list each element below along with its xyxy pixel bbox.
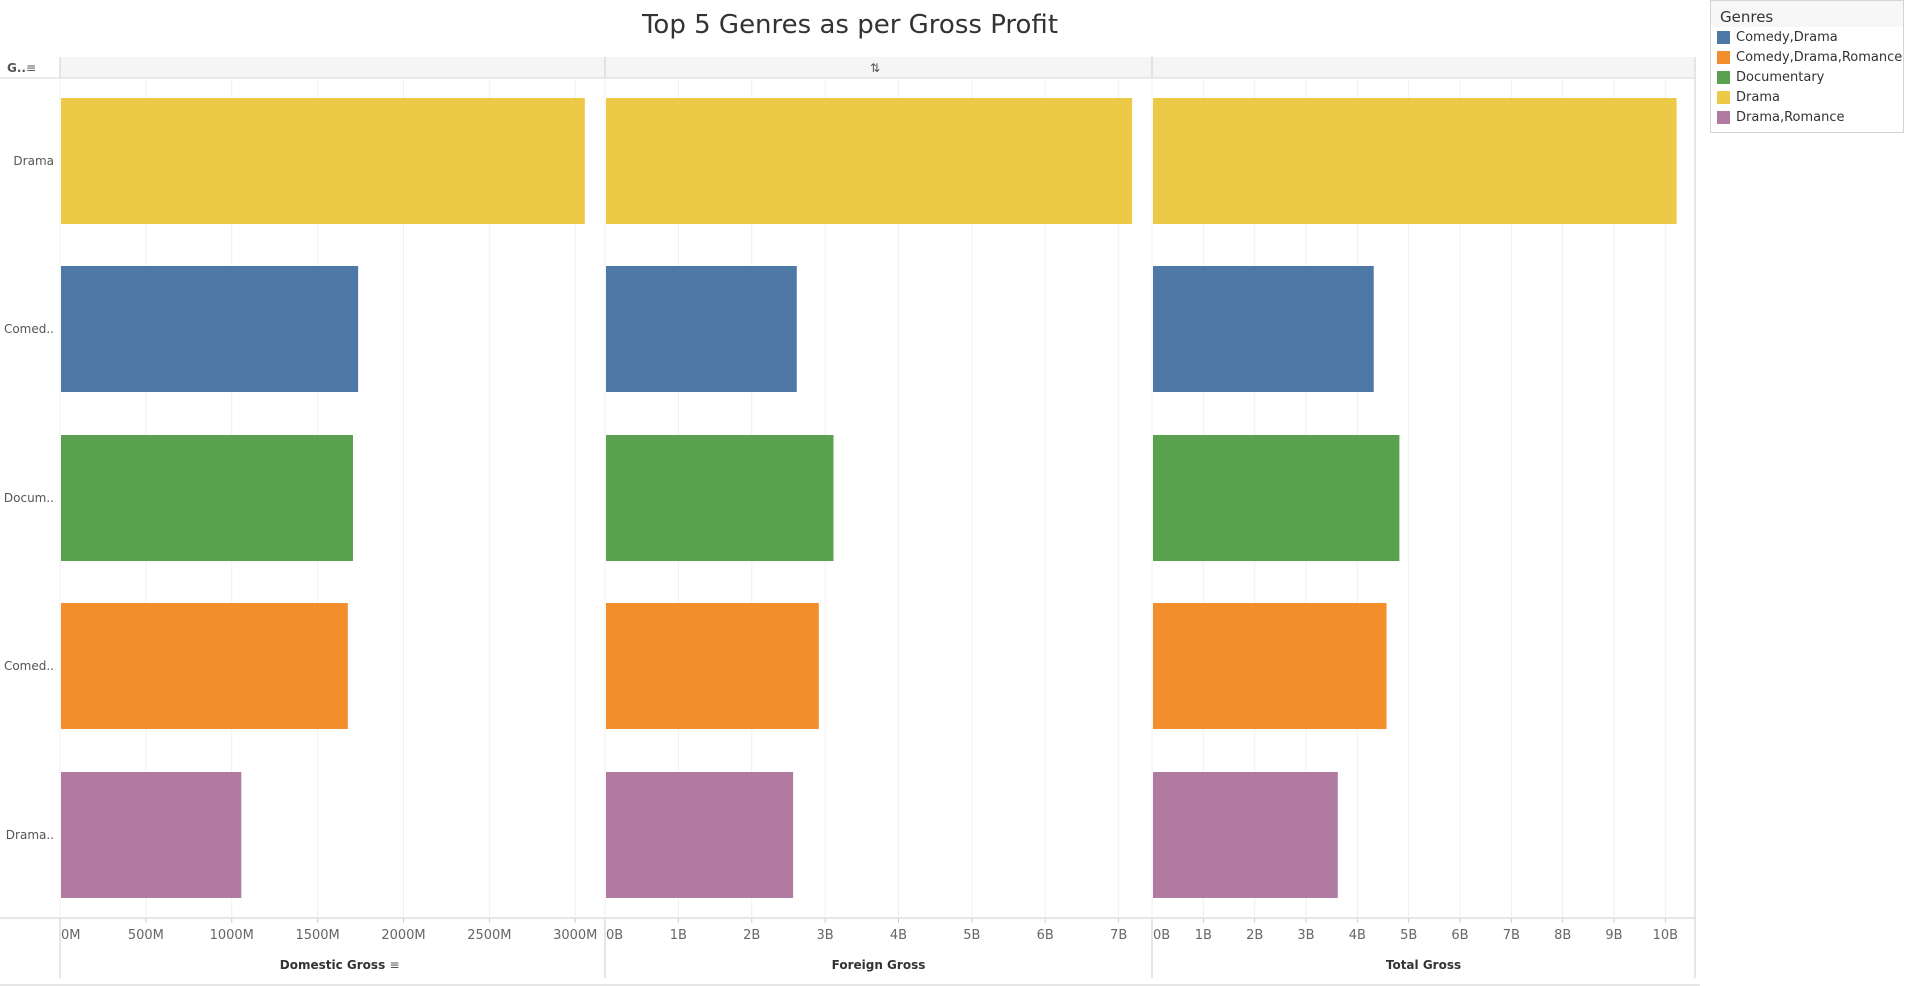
tick-label: 1500M [295,928,339,943]
rows-header-label: G.. [7,61,26,75]
legend-label: Comedy,Drama [1736,29,1838,45]
category-labels: Drama Comed.. Docum.. Comed.. Drama.. [4,154,54,842]
category-label: Drama [13,154,54,168]
legend-title: Genres [1711,1,1903,27]
tick-labels: 0M 500M 1000M 1500M 2000M 2500M 3000M 0B 1B 2B 3B 4… [61,928,1678,943]
bar [1153,772,1338,898]
tick-label: 3B [1297,928,1314,943]
category-label: Drama.. [6,828,54,842]
legend-items: Comedy,Drama Comedy,Drama,Romance Document… [1711,27,1903,127]
legend-label: Comedy,Drama,Romance [1736,49,1903,65]
legend-item[interactable]: Drama,Romance [1711,107,1903,127]
bar [61,98,585,224]
tick-label: 2500M [467,928,511,943]
bar [61,266,359,392]
legend-swatch [1717,50,1730,64]
legend-swatch [1717,30,1730,44]
bar [1153,603,1387,729]
tick-label: 2B [743,928,760,943]
chart-title: Top 5 Genres as per Gross Profit [641,10,1059,40]
tick-label: 0B [606,928,623,943]
axis-titles: Domestic Gross ≡ Foreign Gross Total Gross [280,958,1461,972]
tick-label: 4B [1349,928,1366,943]
tick-label: 5B [1400,928,1417,943]
tick-label: 1B [670,928,687,943]
category-label: Comed.. [4,659,54,673]
tick-label: 9B [1605,928,1622,943]
tick-label: 6B [1037,928,1054,943]
tick-label: 2000M [381,928,425,943]
bar [61,603,348,729]
tick-label: 0M [61,928,81,943]
axis-title: Foreign Gross [832,958,926,972]
legend-swatch [1717,70,1730,84]
bars [61,98,1677,898]
chart-frame: G.. ≡ ⇅ [0,57,1700,986]
legend-item[interactable]: Comedy,Drama [1711,27,1903,47]
legend[interactable]: Genres Comedy,Drama Comedy,Drama,Romance D… [1710,0,1904,133]
tick-label: 4B [890,928,907,943]
tick-label: 10B [1653,928,1678,943]
tick-label: 7B [1110,928,1127,943]
tick-label: 1B [1195,928,1212,943]
bar [1153,266,1374,392]
axis-title: Total Gross [1386,958,1461,972]
tick-label: 500M [128,928,164,943]
category-label: Docum.. [4,491,54,505]
bar [61,435,353,561]
bar [606,98,1133,224]
legend-item[interactable]: Comedy,Drama,Romance [1711,47,1903,67]
sort-icon: ≡ [390,958,400,972]
legend-label: Drama [1736,89,1780,105]
legend-label: Documentary [1736,69,1825,85]
bar [606,266,797,392]
bar [606,435,834,561]
tick-label: 1000M [210,928,254,943]
tick-label: 2B [1246,928,1263,943]
legend-item[interactable]: Drama [1711,87,1903,107]
bar [606,603,819,729]
bar-chart: G.. ≡ ⇅ 0M 500M 1000M 1500M 2000M 2500M 3000M 0B 1… [0,57,1700,986]
bar [1153,98,1677,224]
bar [1153,435,1400,561]
axis-title: Domestic Gross [280,958,385,972]
legend-swatch [1717,110,1730,124]
tick-label: 7B [1503,928,1520,943]
category-label: Comed.. [4,322,54,336]
tick-label: 8B [1554,928,1571,943]
tick-label: 3000M [553,928,597,943]
tick-label: 5B [963,928,980,943]
legend-label: Drama,Romance [1736,109,1845,125]
tick-label: 0B [1153,928,1170,943]
sort-icon: ⇅ [870,61,880,75]
tick-label: 3B [817,928,834,943]
legend-item[interactable]: Documentary [1711,67,1903,87]
column-header-band [60,57,1695,78]
tick-label: 6B [1451,928,1468,943]
sort-icon: ≡ [26,61,36,75]
bar [606,772,794,898]
legend-swatch [1717,90,1730,104]
bar [61,772,242,898]
